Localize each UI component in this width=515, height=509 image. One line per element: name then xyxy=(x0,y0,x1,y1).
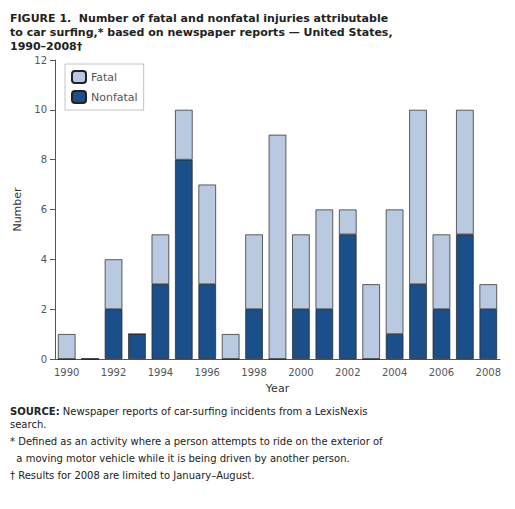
svg-text:Year: Year xyxy=(265,382,290,395)
svg-text:8: 8 xyxy=(41,154,47,165)
svg-text:1994: 1994 xyxy=(148,367,173,378)
svg-text:2000: 2000 xyxy=(288,367,313,378)
svg-text:1998: 1998 xyxy=(241,367,266,378)
svg-text:* Defined as an activity where: * Defined as an activity where a person … xyxy=(10,436,383,447)
svg-text:FIGURE 1. Number of fatal and: FIGURE 1. Number of fatal and nonfatal i… xyxy=(10,12,388,25)
svg-text:2: 2 xyxy=(41,304,47,315)
svg-text:Nonfatal: Nonfatal xyxy=(91,91,138,104)
svg-text:1992: 1992 xyxy=(101,367,126,378)
svg-text:search.: search. xyxy=(10,419,46,430)
svg-text:SOURCE:: SOURCE: xyxy=(10,406,60,417)
svg-text:1990–2008†: 1990–2008† xyxy=(10,40,83,53)
svg-text:Newspaper reports of car-surfi: Newspaper reports of car-surfing inciden… xyxy=(60,406,368,417)
svg-text:1996: 1996 xyxy=(195,367,220,378)
svg-text:† Results for 2008 are limited: † Results for 2008 are limited to Januar… xyxy=(10,470,254,481)
svg-text:2004: 2004 xyxy=(382,367,407,378)
svg-text:6: 6 xyxy=(41,204,47,215)
svg-text:10: 10 xyxy=(34,104,47,115)
svg-text:2008: 2008 xyxy=(476,367,501,378)
svg-text:2006: 2006 xyxy=(429,367,454,378)
svg-text:to car surfing,* based on news: to car surfing,* based on newspaper repo… xyxy=(10,26,393,39)
svg-text:Fatal: Fatal xyxy=(91,71,117,84)
svg-text:12: 12 xyxy=(34,55,47,66)
svg-text:0: 0 xyxy=(41,354,47,365)
svg-text:1990: 1990 xyxy=(54,367,79,378)
svg-text:2002: 2002 xyxy=(335,367,360,378)
svg-text:a moving motor vehicle while i: a moving motor vehicle while it is being… xyxy=(10,453,350,464)
svg-text:4: 4 xyxy=(41,254,47,265)
svg-text:Number: Number xyxy=(11,187,24,232)
